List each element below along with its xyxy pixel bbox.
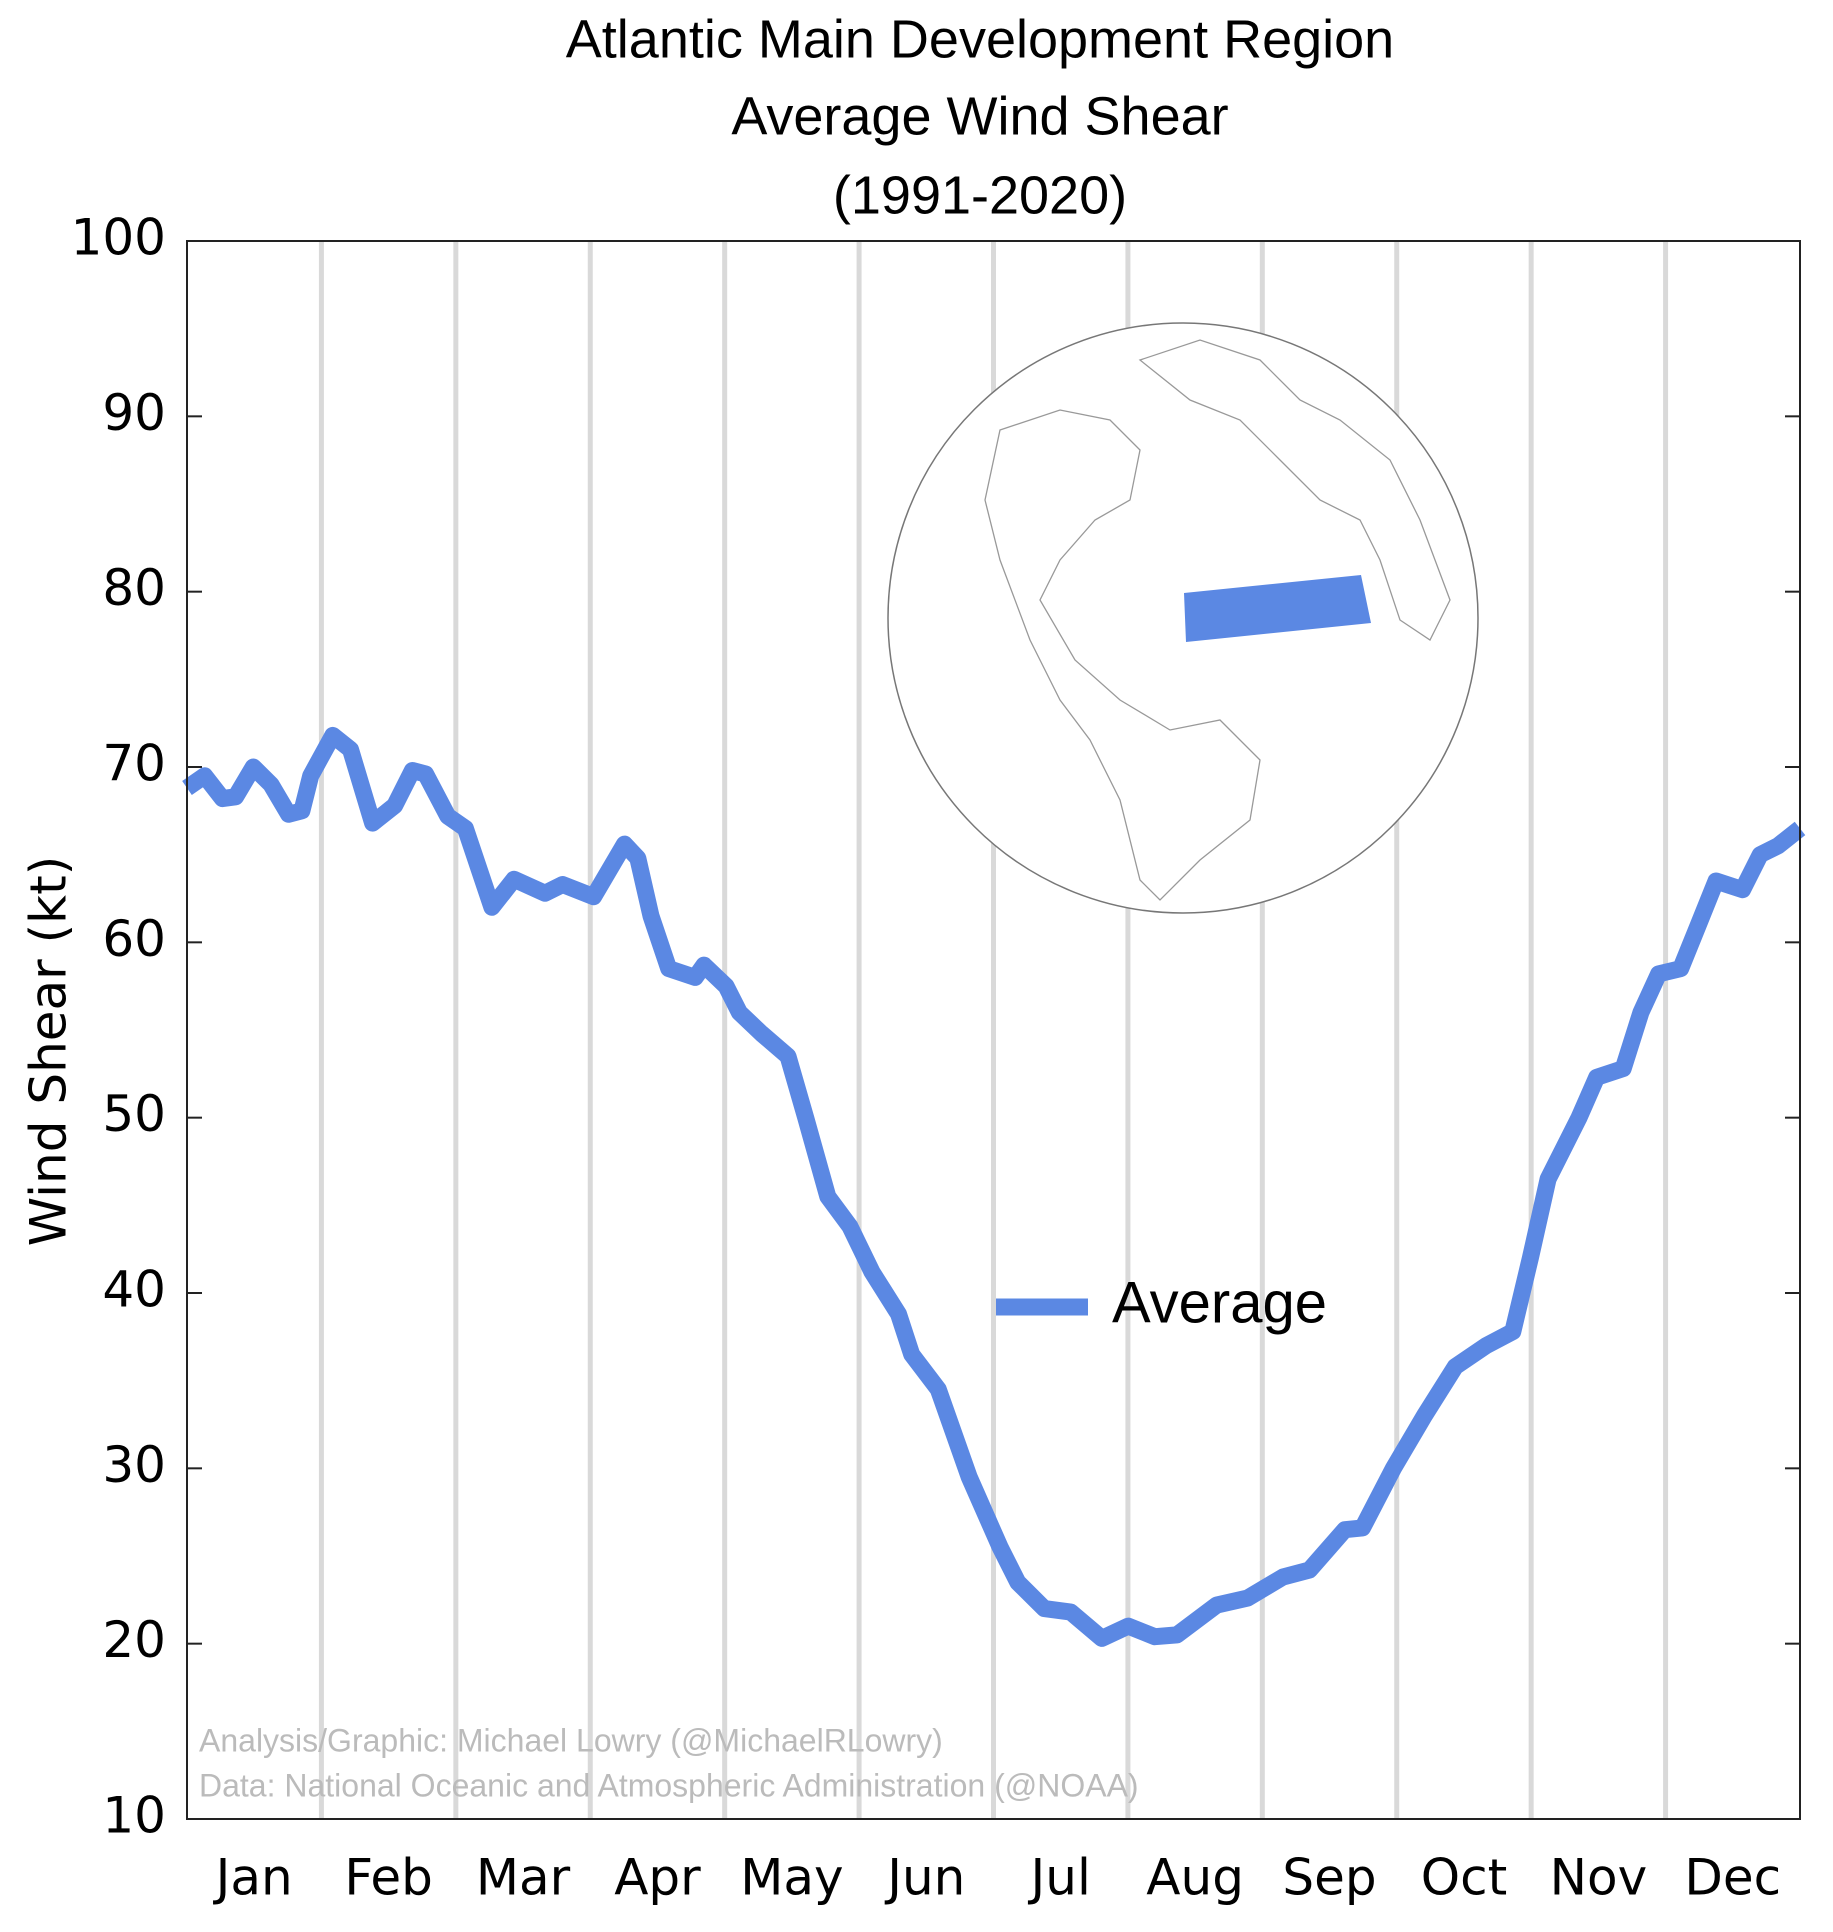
credit: Data: National Oceanic and Atmospheric A…	[199, 1767, 1139, 1803]
x-tick-label: Mar	[476, 1849, 571, 1907]
x-tick-label: Nov	[1550, 1849, 1648, 1907]
credit: Analysis/Graphic: Michael Lowry (@Michae…	[199, 1722, 943, 1758]
y-tick-label: 70	[102, 735, 166, 793]
y-tick-label: 90	[102, 384, 166, 442]
globe	[887, 322, 1479, 914]
y-tick-label: 60	[102, 910, 166, 968]
x-tick-label: Oct	[1421, 1849, 1507, 1907]
y-tick-label: 80	[102, 559, 166, 617]
x-tick-label: Aug	[1146, 1849, 1244, 1907]
legend-label: Average	[1112, 1270, 1327, 1335]
x-tick-label: Sep	[1282, 1849, 1376, 1907]
x-tick-label: Jan	[213, 1849, 293, 1907]
y-tick-label: 30	[102, 1436, 166, 1494]
y-tick-label: 100	[71, 209, 166, 267]
chart-title: Average Wind Shear	[731, 86, 1228, 146]
region-box	[1184, 575, 1371, 642]
x-tick-label: Feb	[344, 1849, 433, 1907]
data-line	[182, 726, 1806, 1647]
x-tick-label: Jun	[884, 1849, 965, 1907]
y-tick-label: 40	[102, 1261, 166, 1319]
y-tick-label: 10	[102, 1787, 166, 1845]
globe-inset	[887, 322, 1479, 914]
y-tick-label: 20	[102, 1611, 166, 1669]
plot-frame	[186, 240, 1801, 1820]
land-outline	[984, 409, 1261, 901]
y-axis-label: Wind Shear (kt)	[20, 856, 78, 1246]
chart-title: (1991-2020)	[833, 165, 1127, 225]
chart-title: Atlantic Main Development Region	[566, 9, 1394, 69]
x-tick-label: Apr	[614, 1849, 701, 1907]
y-tick-label: 50	[102, 1085, 166, 1143]
x-tick-label: Jul	[1028, 1849, 1091, 1907]
x-tick-label: Dec	[1684, 1849, 1781, 1907]
land-outline	[1138, 339, 1451, 641]
x-tick-label: May	[740, 1849, 843, 1907]
